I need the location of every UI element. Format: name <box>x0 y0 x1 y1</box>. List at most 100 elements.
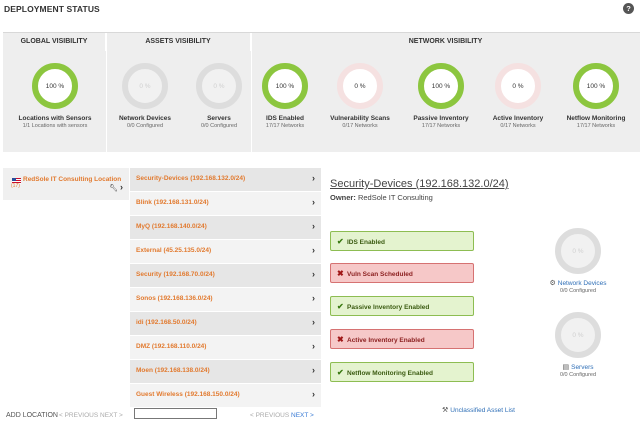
progress-ring: 100 % <box>418 63 464 109</box>
chevron-right-icon: › <box>312 245 315 255</box>
wrench-icon[interactable]: 🔧︎ <box>109 185 118 192</box>
network-item[interactable]: Security (192.168.70.0/24) › <box>130 264 321 287</box>
progress-ring: 0 % <box>555 312 601 358</box>
stat-sub: 17/17 Networks <box>576 123 616 129</box>
location-name: RedSole IT Consulting Location <box>23 176 122 183</box>
asset-sub: 0/0 Configured <box>559 372 597 378</box>
unclassified-label: Unclassified Asset List <box>450 407 515 414</box>
asset-label: Network Devices <box>557 280 607 287</box>
chevron-right-icon: › <box>312 221 315 231</box>
status-ids-enabled[interactable]: ✔ IDS Enabled <box>330 231 474 251</box>
servers-link[interactable]: ▤ Servers <box>538 363 618 371</box>
network-item[interactable]: idi (192.168.50.0/24) › <box>130 312 321 335</box>
network-item[interactable]: MyQ (192.168.140.0/24) › <box>130 216 321 239</box>
status-netflow-monitoring[interactable]: ✔ Netflow Monitoring Enabled <box>330 362 474 382</box>
us-flag-icon <box>12 178 21 184</box>
help-button[interactable]: ? <box>623 3 634 14</box>
cross-icon: ✖ <box>337 269 344 278</box>
check-icon: ✔ <box>337 237 344 246</box>
stat-sub: 17/17 Networks <box>421 123 461 129</box>
stat-locations-with-sensors[interactable]: 100 % Locations with Sensors 1/1 Locatio… <box>15 63 95 129</box>
stat-label: Network Devices <box>118 115 172 122</box>
stat-sub: 1/1 Locations with sensors <box>22 123 88 129</box>
chevron-right-icon: › <box>312 389 315 399</box>
section-divider <box>251 33 252 153</box>
stat-label: Netflow Monitoring <box>566 115 626 122</box>
chevron-right-icon: › <box>120 182 123 192</box>
network-search-input[interactable] <box>134 408 217 419</box>
progress-ring: 100 % <box>573 63 619 109</box>
locations-panel: RedSole IT Consulting Location (17) 🔧︎ › <box>3 168 129 424</box>
locations-pager: < PREVIOUS NEXT > <box>59 412 123 419</box>
location-item[interactable]: RedSole IT Consulting Location (17) 🔧︎ › <box>3 168 129 200</box>
list-footer: ADD LOCATION < PREVIOUS NEXT > < PREVIOU… <box>0 408 322 424</box>
progress-ring: 100 % <box>262 63 308 109</box>
chevron-right-icon: › <box>312 293 315 303</box>
page-title: DEPLOYMENT STATUS <box>4 4 100 14</box>
network-item[interactable]: Moen (192.168.138.0/24) › <box>130 360 321 383</box>
network-devices-link[interactable]: ⚙ Network Devices <box>538 279 618 287</box>
network-item[interactable]: DMZ (192.168.110.0/24) › <box>130 336 321 359</box>
network-item[interactable]: Guest Wireless (192.168.150.0/24) › <box>130 384 321 407</box>
stat-sub: 0/0 Configured <box>200 123 238 129</box>
check-icon: ✔ <box>337 368 344 377</box>
network-label: External (45.25.135.0/24) <box>136 247 212 254</box>
networks-prev-button[interactable]: < PREVIOUS <box>250 412 290 419</box>
stat-vulnerability-scans[interactable]: 0 % Vulnerability Scans 0/17 Networks <box>320 63 400 129</box>
networks-pager: < PREVIOUS NEXT > <box>250 412 314 419</box>
stat-servers[interactable]: 0 % Servers 0/0 Configured <box>179 63 259 129</box>
status-vuln-scan[interactable]: ✖ Vuln Scan Scheduled <box>330 263 474 283</box>
network-item[interactable]: Sonos (192.168.136.0/24) › <box>130 288 321 311</box>
stat-sub: 17/17 Networks <box>265 123 305 129</box>
stat-netflow-monitoring[interactable]: 100 % Netflow Monitoring 17/17 Networks <box>556 63 636 129</box>
stat-sub: 0/17 Networks <box>342 123 378 129</box>
stat-active-inventory[interactable]: 0 % Active Inventory 0/17 Networks <box>478 63 558 129</box>
network-list: Security-Devices (192.168.132.0/24) › Bl… <box>130 168 321 408</box>
stat-label: Active Inventory <box>492 115 544 122</box>
status-label: Vuln Scan Scheduled <box>347 271 413 278</box>
section-divider <box>106 33 107 153</box>
progress-ring: 0 % <box>495 63 541 109</box>
chevron-right-icon: › <box>312 341 315 351</box>
chevron-right-icon: › <box>312 173 315 183</box>
networks-next-button[interactable]: NEXT > <box>291 412 314 419</box>
status-active-inventory[interactable]: ✖ Active Inventory Enabled <box>330 329 474 349</box>
asset-label: Servers <box>571 364 594 371</box>
network-detail-title[interactable]: Security-Devices (192.168.132.0/24) <box>330 178 509 190</box>
unclassified-asset-link[interactable]: ⚒ Unclassified Asset List <box>442 406 515 414</box>
network-label: Guest Wireless (192.168.150.0/24) <box>136 391 240 398</box>
network-item[interactable]: Blink (192.168.131.0/24) › <box>130 192 321 215</box>
status-label: IDS Enabled <box>347 239 385 246</box>
network-label: Moen (192.168.138.0/24) <box>136 367 210 374</box>
stat-sub: 0/17 Networks <box>500 123 536 129</box>
stat-label: Servers <box>207 115 231 122</box>
network-label: Security-Devices (192.168.132.0/24) <box>136 175 246 182</box>
stat-network-devices[interactable]: 0 % Network Devices 0/0 Configured <box>105 63 185 129</box>
progress-ring: 0 % <box>196 63 242 109</box>
asset-sub: 0/0 Configured <box>559 288 597 294</box>
network-label: DMZ (192.168.110.0/24) <box>136 343 207 350</box>
stat-ids-enabled[interactable]: 100 % IDS Enabled 17/17 Networks <box>245 63 325 129</box>
server-icon: ▤ <box>562 364 570 371</box>
add-location-button[interactable]: ADD LOCATION <box>6 412 58 419</box>
locations-prev-button[interactable]: < PREVIOUS <box>59 412 99 419</box>
network-owner: Owner: RedSole IT Consulting <box>330 193 433 202</box>
network-item[interactable]: Security-Devices (192.168.132.0/24) › <box>130 168 321 191</box>
network-label: Security (192.168.70.0/24) <box>136 271 215 278</box>
network-label: MyQ (192.168.140.0/24) <box>136 223 207 230</box>
network-item[interactable]: External (45.25.135.0/24) › <box>130 240 321 263</box>
status-passive-inventory[interactable]: ✔ Passive Inventory Enabled <box>330 296 474 316</box>
locations-next-button[interactable]: NEXT > <box>100 412 123 419</box>
owner-label: Owner: <box>330 193 356 202</box>
status-label: Netflow Monitoring Enabled <box>347 370 433 377</box>
visibility-panel: GLOBAL VISIBILITY ASSETS VISIBILITY NETW… <box>3 32 640 153</box>
network-label: idi (192.168.50.0/24) <box>136 319 197 326</box>
stat-passive-inventory[interactable]: 100 % Passive Inventory 17/17 Networks <box>401 63 481 129</box>
check-icon: ✔ <box>337 302 344 311</box>
stat-label: Vulnerability Scans <box>330 115 390 122</box>
network-device-icon: ⚙ <box>549 280 556 287</box>
stat-sub: 0/0 Configured <box>126 123 164 129</box>
network-visibility-header: NETWORK VISIBILITY <box>408 38 483 45</box>
progress-ring: 0 % <box>555 228 601 274</box>
chevron-right-icon: › <box>312 197 315 207</box>
